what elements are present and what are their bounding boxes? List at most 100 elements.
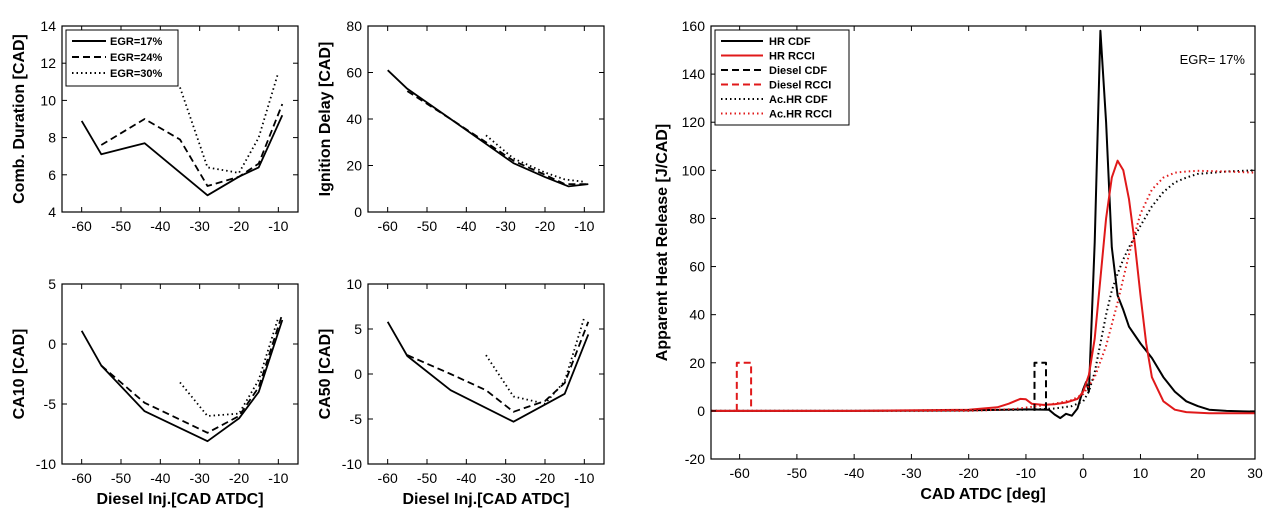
x-tick-label: -50 xyxy=(417,470,437,486)
legend: HR CDF HR RCCI Diesel CDF Diesel RCCI Ac.HR … xyxy=(714,29,850,126)
y-tick-label: 60 xyxy=(689,259,705,275)
x-tick-label: -40 xyxy=(150,470,170,486)
x-tick-label: 30 xyxy=(1247,465,1263,481)
series-line-heat_release-2 xyxy=(1033,361,1047,411)
y-tick-label: 0 xyxy=(354,366,362,382)
series-line-heat_release-5 xyxy=(711,169,1255,412)
y-axis-label: CA10 [CAD] xyxy=(11,329,28,420)
y-axis-label: CA50 [CAD] xyxy=(317,329,334,420)
legend-label: EGR=24% xyxy=(110,52,162,64)
series-line-comb_duration-1 xyxy=(100,103,284,187)
x-tick-label: -60 xyxy=(72,218,92,234)
chart-heat_release: -60 -50 -40 -30 -20 -10 0 10 20 30 -20 0 20 40 60 80 100… xyxy=(654,18,1263,503)
x-tick-label: -20 xyxy=(535,218,555,234)
x-axis-label: Diesel Inj.[CAD ATDC] xyxy=(402,491,569,508)
y-tick-label: 160 xyxy=(682,18,706,34)
legend-label: Diesel CDF xyxy=(769,65,827,77)
y-tick-label: 0 xyxy=(354,204,362,220)
series-line-comb_duration-0 xyxy=(80,114,284,197)
x-tick-label: 10 xyxy=(1133,465,1149,481)
series-line-heat_release-1 xyxy=(711,159,1255,415)
annotation-egr: EGR= 17% xyxy=(1180,52,1246,67)
x-tick-label: -40 xyxy=(456,470,476,486)
y-axis-label: Comb. Duration [CAD] xyxy=(11,34,28,204)
x-tick-label: -20 xyxy=(959,465,979,481)
x-tick-label: -40 xyxy=(456,218,476,234)
x-tick-label: -30 xyxy=(901,465,921,481)
series-line-ignition_delay-2 xyxy=(485,134,585,183)
y-tick-label: 8 xyxy=(48,130,56,146)
series-line-ca10-1 xyxy=(100,313,284,434)
y-tick-label: -5 xyxy=(350,411,363,427)
y-tick-label: -5 xyxy=(44,396,57,412)
y-tick-label: -10 xyxy=(36,456,56,472)
series-line-heat_release-3 xyxy=(735,361,753,411)
series-line-ca10-2 xyxy=(179,317,280,417)
x-tick-label: -60 xyxy=(730,465,750,481)
series-line-ca50-0 xyxy=(386,321,590,423)
x-tick-label: -10 xyxy=(268,218,288,234)
series-line-ca50-1 xyxy=(406,321,590,413)
series-line-heat_release-4 xyxy=(711,169,1255,412)
axes-box xyxy=(61,25,299,213)
x-tick-label: -10 xyxy=(574,218,594,234)
y-tick-label: 140 xyxy=(682,66,706,82)
x-tick-label: -40 xyxy=(844,465,864,481)
legend-label: EGR=30% xyxy=(110,68,162,80)
series-line-ca10-0 xyxy=(80,319,284,443)
x-tick-label: -50 xyxy=(111,218,131,234)
x-tick-label: 0 xyxy=(1079,465,1087,481)
legend-label: Ac.HR RCCI xyxy=(769,109,832,121)
y-axis-label: Ignition Delay [CAD] xyxy=(317,42,334,197)
x-tick-label: -50 xyxy=(787,465,807,481)
y-tick-label: 120 xyxy=(682,114,706,130)
x-tick-label: -60 xyxy=(72,470,92,486)
x-tick-label: -20 xyxy=(535,470,555,486)
x-tick-label: -30 xyxy=(496,218,516,234)
legend-box xyxy=(714,29,850,126)
legend-label: HR RCCI xyxy=(769,51,815,63)
y-tick-label: 0 xyxy=(48,336,56,352)
y-tick-label: 0 xyxy=(697,403,705,419)
y-tick-label: 6 xyxy=(48,167,56,183)
legend: EGR=17% EGR=24% EGR=30% xyxy=(65,29,179,87)
x-tick-label: -60 xyxy=(378,218,398,234)
axes-box xyxy=(61,283,299,465)
x-tick-label: 20 xyxy=(1190,465,1206,481)
x-tick-label: -30 xyxy=(190,470,210,486)
y-tick-label: 10 xyxy=(40,92,56,108)
legend-label: HR CDF xyxy=(769,36,811,48)
y-tick-label: 5 xyxy=(48,276,56,292)
x-axis-label: CAD ATDC [deg] xyxy=(920,486,1045,503)
x-tick-label: -50 xyxy=(111,470,131,486)
y-tick-label: 14 xyxy=(40,18,56,34)
x-tick-label: -20 xyxy=(229,470,249,486)
chart-comb_duration: -60 -50 -40 -30 -20 -10 4 6 8 10 12 14 Comb. Duratio… xyxy=(11,18,299,234)
y-tick-label: 60 xyxy=(346,65,362,81)
y-tick-label: 80 xyxy=(689,210,705,226)
y-tick-label: -10 xyxy=(342,456,362,472)
y-tick-label: 10 xyxy=(346,276,362,292)
series-line-heat_release-0 xyxy=(711,29,1255,420)
x-tick-label: -10 xyxy=(574,470,594,486)
legend-label: Ac.HR CDF xyxy=(769,94,828,106)
legend-label: EGR=17% xyxy=(110,36,162,48)
x-axis-label: Diesel Inj.[CAD ATDC] xyxy=(96,491,263,508)
chart-ignition_delay: -60 -50 -40 -30 -20 -10 0 20 40 60 80 Ignition Dela… xyxy=(317,18,605,234)
y-tick-label: 4 xyxy=(48,204,56,220)
x-tick-label: -10 xyxy=(1016,465,1036,481)
legend-label: Diesel RCCI xyxy=(769,80,831,92)
y-tick-label: -20 xyxy=(685,451,705,467)
x-tick-label: -60 xyxy=(378,470,398,486)
x-tick-label: -30 xyxy=(496,470,516,486)
x-tick-label: -30 xyxy=(190,218,210,234)
y-tick-label: 40 xyxy=(346,111,362,127)
x-tick-label: -40 xyxy=(150,218,170,234)
y-tick-label: 5 xyxy=(354,321,362,337)
axes-box xyxy=(710,25,1256,460)
y-axis-label: Apparent Heat Release [J/CAD] xyxy=(654,124,671,361)
x-tick-label: -10 xyxy=(268,470,288,486)
